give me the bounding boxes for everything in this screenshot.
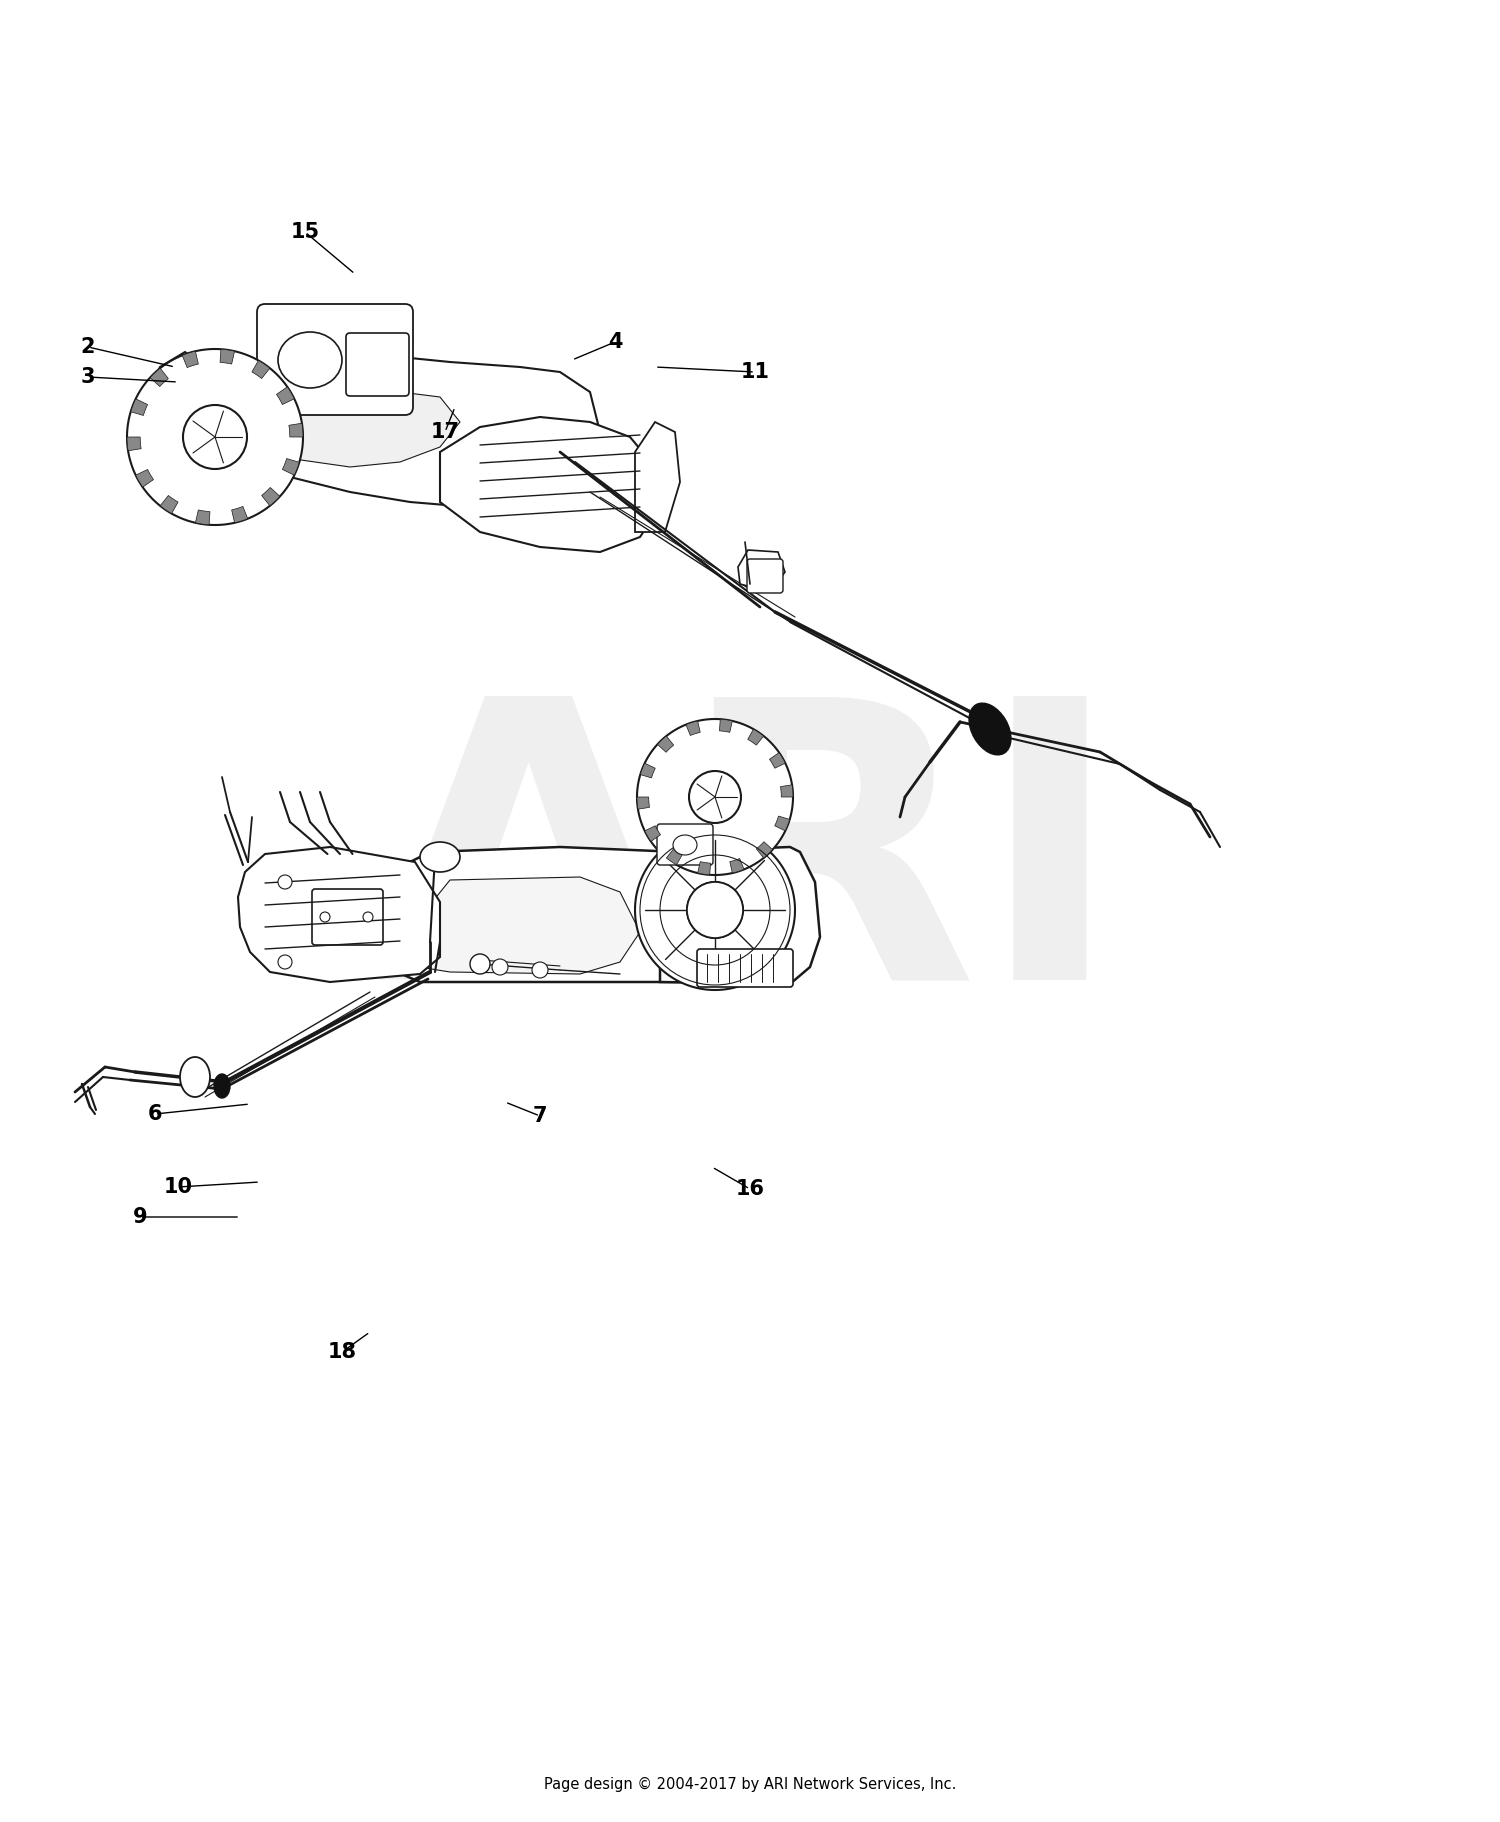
Polygon shape: [290, 423, 303, 437]
Text: 17: 17: [430, 423, 459, 443]
Polygon shape: [657, 736, 674, 752]
Ellipse shape: [183, 404, 248, 468]
FancyBboxPatch shape: [312, 889, 382, 946]
Ellipse shape: [363, 913, 374, 922]
Polygon shape: [238, 847, 440, 982]
Polygon shape: [231, 507, 248, 523]
Ellipse shape: [687, 882, 742, 938]
Polygon shape: [220, 350, 234, 364]
Polygon shape: [686, 722, 700, 736]
Ellipse shape: [532, 962, 548, 978]
Polygon shape: [738, 550, 784, 592]
Ellipse shape: [278, 875, 292, 889]
Text: 11: 11: [741, 363, 770, 383]
Polygon shape: [182, 352, 198, 368]
Ellipse shape: [687, 882, 742, 938]
Ellipse shape: [688, 771, 741, 824]
Polygon shape: [195, 346, 600, 507]
Polygon shape: [282, 459, 300, 476]
Ellipse shape: [470, 955, 490, 975]
Ellipse shape: [278, 955, 292, 969]
Text: 3: 3: [81, 366, 96, 386]
Ellipse shape: [674, 834, 698, 855]
Polygon shape: [130, 399, 147, 415]
Polygon shape: [774, 816, 789, 831]
Ellipse shape: [969, 703, 1011, 754]
Polygon shape: [251, 392, 460, 466]
Polygon shape: [660, 847, 820, 984]
Ellipse shape: [492, 958, 508, 975]
Polygon shape: [128, 437, 141, 450]
Ellipse shape: [278, 332, 342, 388]
Ellipse shape: [320, 913, 330, 922]
Polygon shape: [195, 510, 210, 525]
Polygon shape: [645, 825, 660, 842]
Polygon shape: [146, 352, 220, 483]
Polygon shape: [747, 729, 764, 745]
FancyBboxPatch shape: [698, 949, 794, 988]
Polygon shape: [634, 423, 680, 532]
Polygon shape: [440, 417, 660, 552]
FancyBboxPatch shape: [256, 304, 412, 415]
Polygon shape: [276, 386, 294, 404]
Polygon shape: [730, 858, 744, 873]
Polygon shape: [756, 842, 772, 858]
Text: 2: 2: [81, 337, 96, 357]
Polygon shape: [638, 720, 794, 875]
Ellipse shape: [214, 1073, 230, 1099]
Text: 6: 6: [147, 1104, 162, 1124]
Text: 9: 9: [132, 1206, 147, 1226]
Polygon shape: [720, 720, 732, 732]
Polygon shape: [400, 876, 640, 975]
Ellipse shape: [420, 842, 460, 873]
Text: 15: 15: [291, 222, 320, 242]
Polygon shape: [261, 488, 280, 507]
Polygon shape: [350, 847, 730, 982]
Polygon shape: [770, 752, 786, 769]
FancyBboxPatch shape: [657, 824, 712, 865]
Polygon shape: [160, 496, 178, 514]
Polygon shape: [638, 796, 650, 809]
Polygon shape: [640, 763, 656, 778]
FancyBboxPatch shape: [346, 333, 410, 395]
Text: 10: 10: [164, 1177, 192, 1197]
Polygon shape: [780, 785, 794, 796]
Text: 4: 4: [608, 332, 622, 352]
Polygon shape: [634, 831, 795, 989]
Polygon shape: [252, 361, 270, 379]
Text: ARI: ARI: [378, 683, 1122, 1060]
Polygon shape: [666, 849, 682, 865]
Text: Page design © 2004-2017 by ARI Network Services, Inc.: Page design © 2004-2017 by ARI Network S…: [544, 1776, 956, 1793]
Text: 18: 18: [327, 1343, 357, 1363]
Polygon shape: [128, 350, 303, 525]
Polygon shape: [150, 368, 168, 386]
FancyBboxPatch shape: [747, 559, 783, 592]
Text: 7: 7: [532, 1106, 548, 1126]
Ellipse shape: [180, 1057, 210, 1097]
Text: 16: 16: [735, 1179, 765, 1199]
Polygon shape: [698, 862, 711, 875]
Polygon shape: [135, 470, 153, 486]
